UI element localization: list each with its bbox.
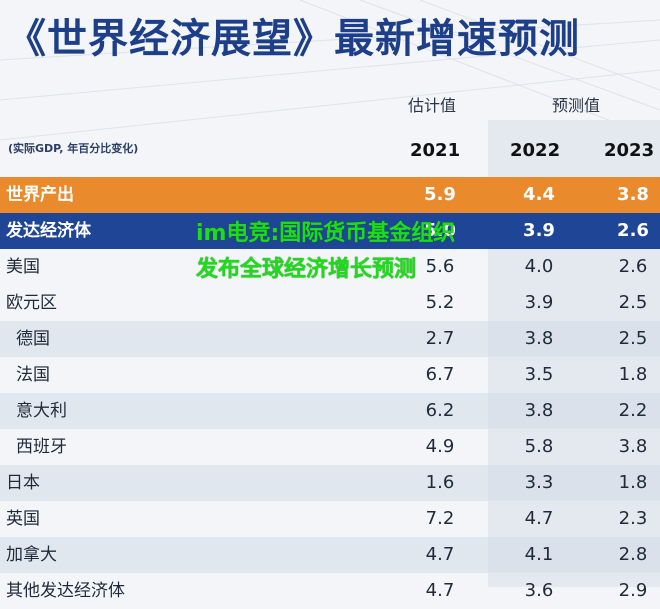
table-row: 日本 1.6 3.3 1.8: [0, 465, 660, 501]
row-value-2021: 4.7: [425, 580, 455, 601]
row-label: 英国: [6, 509, 40, 529]
row-value-2021: 5.6: [425, 256, 455, 277]
row-label: 加拿大: [6, 545, 57, 565]
table-row: 其他发达经济体 4.7 3.6 2.9: [0, 573, 660, 609]
background-pattern: [0, 0, 660, 141]
row-label: 法国: [16, 365, 50, 385]
row-value-2023: 3.8: [617, 184, 649, 205]
row-label: 发达经济体: [6, 221, 91, 241]
table-row: 英国 7.2 4.7 2.3: [0, 501, 660, 537]
row-value-2021: 2.7: [425, 328, 455, 349]
row-value-2021: 5.2: [425, 292, 455, 313]
row-value-2023: 1.8: [618, 364, 648, 385]
table-row: 美国 5.6 4.0 2.6: [0, 249, 660, 285]
row-label: 意大利: [16, 401, 67, 421]
forecast-label: 预测值: [552, 96, 601, 115]
row-value-2022: 3.9: [524, 292, 554, 313]
row-value-2023: 2.9: [618, 580, 648, 601]
row-value-2022: 3.8: [524, 400, 554, 421]
table-row: 发达经济体 5.0 3.9 2.6: [0, 213, 660, 249]
row-label: 美国: [6, 257, 40, 277]
overlay-caption: im电竞:国际货币基金组织发布全球经济增长预测: [196, 221, 456, 282]
row-value-2022: 3.5: [524, 364, 554, 385]
row-value-2022: 3.3: [524, 472, 554, 493]
row-value-2021: 1.6: [425, 472, 455, 493]
row-value-2021: 5.0: [424, 220, 456, 241]
table-row: 欧元区 5.2 3.9 2.5: [0, 285, 660, 321]
table-row: 西班牙 4.9 5.8 3.8: [0, 429, 660, 465]
row-label: 世界产出: [6, 185, 74, 205]
row-value-2023: 1.8: [618, 472, 648, 493]
unit-note: (实际GDP, 年百分比变化): [8, 142, 139, 155]
table-row: 法国 6.7 3.5 1.8: [0, 357, 660, 393]
row-value-2022: 3.8: [524, 328, 554, 349]
year-2021: 2021: [410, 140, 461, 161]
row-label: 德国: [16, 329, 50, 349]
row-value-2021: 6.7: [425, 364, 455, 385]
row-value-2021: 6.2: [425, 400, 455, 421]
row-value-2021: 4.9: [425, 436, 455, 457]
year-2022: 2022: [510, 140, 561, 161]
row-value-2023: 2.3: [618, 508, 648, 529]
row-value-2023: 2.5: [618, 292, 648, 313]
table-row: 德国 2.7 3.8 2.5: [0, 321, 660, 357]
year-2023: 2023: [604, 140, 655, 161]
row-value-2022: 4.7: [524, 508, 554, 529]
row-value-2022: 4.1: [524, 544, 554, 565]
row-label: 西班牙: [16, 437, 67, 457]
row-label: 欧元区: [6, 293, 57, 313]
row-value-2022: 4.0: [524, 256, 554, 277]
table-row: 加拿大 4.7 4.1 2.8: [0, 537, 660, 573]
table-row: 世界产出 5.9 4.4 3.8: [0, 177, 660, 213]
row-label: 其他发达经济体: [6, 581, 125, 601]
row-value-2022: 5.8: [524, 436, 554, 457]
row-value-2023: 2.5: [618, 328, 648, 349]
row-value-2023: 3.8: [618, 436, 648, 457]
estimate-label: 估计值: [408, 96, 457, 115]
page-title: 《世界经济展望》最新增速预测: [6, 16, 580, 62]
row-label: 日本: [6, 473, 40, 493]
table-row: 意大利 6.2 3.8 2.2: [0, 393, 660, 429]
row-value-2021: 5.9: [424, 184, 456, 205]
row-value-2022: 3.9: [523, 220, 555, 241]
row-value-2022: 3.6: [524, 580, 554, 601]
row-value-2023: 2.6: [617, 220, 649, 241]
row-value-2023: 2.2: [618, 400, 648, 421]
row-value-2022: 4.4: [523, 184, 555, 205]
row-value-2023: 2.6: [618, 256, 648, 277]
row-value-2023: 2.8: [618, 544, 648, 565]
row-value-2021: 7.2: [425, 508, 455, 529]
row-value-2021: 4.7: [425, 544, 455, 565]
